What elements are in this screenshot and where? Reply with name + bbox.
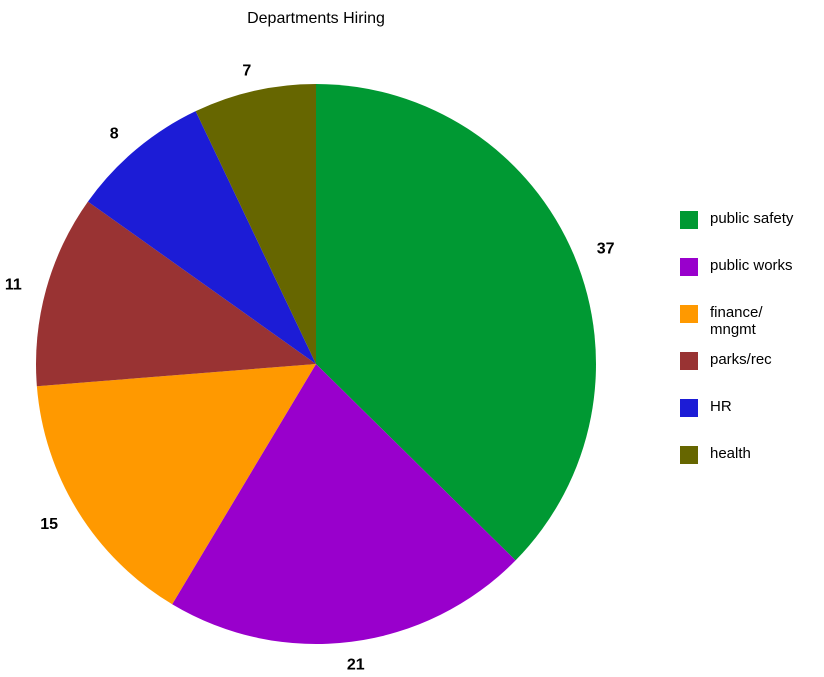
legend-item-finance-mngmt: finance/ mngmt <box>680 304 810 338</box>
legend-item-public-safety: public safety <box>680 210 810 229</box>
data-label-public-safety: 37 <box>597 240 615 257</box>
data-labels: 37 21 15 11 8 7 <box>5 62 615 673</box>
pie-slice-parks-rec <box>35 201 316 387</box>
pie-slice-hr <box>87 111 316 364</box>
data-label-health: 7 <box>242 62 251 79</box>
legend-swatch <box>680 211 698 229</box>
data-label-finance-mngmt: 15 <box>40 516 58 533</box>
pie-slice-public-works <box>172 364 516 644</box>
legend-item-health: health <box>680 445 810 464</box>
pie-slices <box>35 84 597 644</box>
legend-swatch <box>680 446 698 464</box>
data-label-public-works: 21 <box>347 657 365 674</box>
pie-slice-public-safety <box>316 84 597 561</box>
legend-swatch <box>680 399 698 417</box>
legend-swatch <box>680 258 698 276</box>
legend-item-hr: HR <box>680 398 810 417</box>
data-label-parks-rec: 11 <box>5 277 22 294</box>
legend-label: parks/rec <box>710 351 772 368</box>
pie-slice-health <box>195 84 316 364</box>
legend-swatch <box>680 305 698 323</box>
legend-label: HR <box>710 398 732 415</box>
legend-label: health <box>710 445 751 462</box>
chart-title: Departments Hiring <box>247 10 385 27</box>
legend-swatch <box>680 352 698 370</box>
pie-slice-finance-mngmt <box>36 364 316 605</box>
legend-label: public safety <box>710 210 794 227</box>
legend-label: public works <box>710 257 793 274</box>
legend-item-public-works: public works <box>680 257 810 276</box>
data-label-hr: 8 <box>110 126 119 143</box>
legend-label: finance/ mngmt <box>710 304 763 338</box>
legend-item-parks-rec: parks/rec <box>680 351 810 370</box>
